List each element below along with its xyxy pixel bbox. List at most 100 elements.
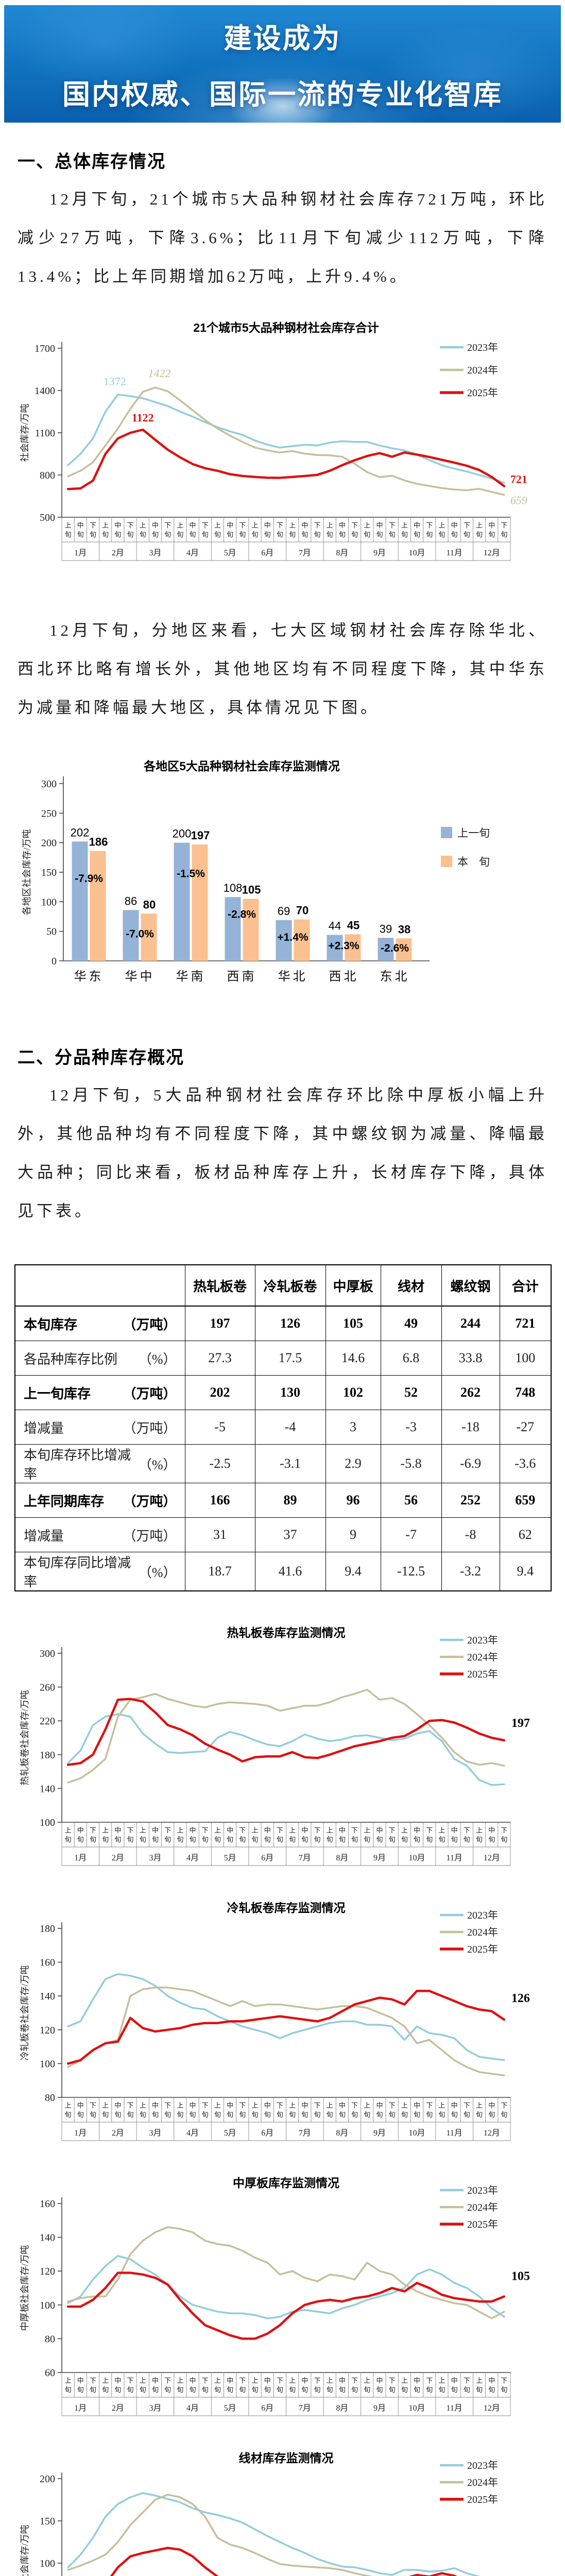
value-cell: 244 <box>441 1306 500 1341</box>
svg-text:2025年: 2025年 <box>467 387 498 399</box>
svg-text:中: 中 <box>264 2377 271 2384</box>
svg-text:上: 上 <box>476 2102 483 2109</box>
svg-text:下: 下 <box>351 521 358 529</box>
svg-text:旬: 旬 <box>488 2386 495 2394</box>
svg-text:150: 150 <box>41 867 57 878</box>
svg-text:旬: 旬 <box>190 2111 196 2119</box>
svg-text:50: 50 <box>46 926 57 938</box>
svg-text:旬: 旬 <box>476 1836 483 1843</box>
svg-text:105: 105 <box>242 884 261 896</box>
svg-text:旬: 旬 <box>202 2111 209 2119</box>
svg-text:4月: 4月 <box>186 2129 199 2138</box>
svg-text:旬: 旬 <box>488 2111 495 2119</box>
svg-text:旬: 旬 <box>501 531 507 538</box>
svg-text:旬: 旬 <box>327 2386 333 2394</box>
chart-hot-rolled-coil: 热轧板卷库存监测情况 100 140 180 220 260 300 热轧板卷社会库存/万吨 2… <box>20 1626 530 1866</box>
svg-text:中: 中 <box>227 521 233 529</box>
svg-text:下: 下 <box>164 1826 171 1834</box>
svg-text:中厚板社会库存/万吨: 中厚板社会库存/万吨 <box>20 2245 30 2331</box>
svg-text:旬: 旬 <box>227 531 233 538</box>
value-cell: 102 <box>325 1375 381 1410</box>
svg-text:下: 下 <box>239 1826 246 1834</box>
svg-text:旬: 旬 <box>488 531 495 538</box>
svg-text:上: 上 <box>177 521 183 529</box>
svg-text:11月: 11月 <box>446 2129 462 2138</box>
svg-text:旬: 旬 <box>264 1836 271 1843</box>
svg-text:-2.8%: -2.8% <box>228 909 256 921</box>
svg-text:140: 140 <box>40 1783 55 1794</box>
table-row: 增减量 （万吨） 31 37 9 -7 -8 62 <box>14 1517 552 1552</box>
svg-text:旬: 旬 <box>289 2111 296 2119</box>
svg-text:160: 160 <box>40 1957 55 1969</box>
svg-text:9月: 9月 <box>373 2129 386 2138</box>
row-label-cell: 本旬库存同比增减率 （%） <box>14 1552 185 1591</box>
svg-text:旬: 旬 <box>77 2111 84 2119</box>
svg-text:旬: 旬 <box>65 2111 72 2119</box>
svg-text:中: 中 <box>152 1826 159 1834</box>
svg-text:中: 中 <box>190 2377 196 2384</box>
svg-text:1400: 1400 <box>35 385 55 397</box>
value-cell: -5 <box>184 1410 255 1445</box>
svg-text:旬: 旬 <box>414 531 420 538</box>
svg-text:旬: 旬 <box>65 531 72 538</box>
svg-text:1月: 1月 <box>74 1854 87 1862</box>
svg-text:旬: 旬 <box>389 2111 396 2119</box>
svg-text:旬: 旬 <box>152 2111 159 2119</box>
row-label-cell: 增减量 （万吨） <box>14 1517 185 1552</box>
svg-text:旬: 旬 <box>464 2111 470 2119</box>
value-cell: 166 <box>184 1483 255 1518</box>
svg-text:7月: 7月 <box>299 2404 311 2413</box>
svg-text:下: 下 <box>314 1826 320 1834</box>
svg-text:9月: 9月 <box>373 1854 386 1862</box>
svg-text:中: 中 <box>301 1826 308 1834</box>
svg-text:-7.9%: -7.9% <box>75 873 103 885</box>
svg-text:旬: 旬 <box>376 531 383 538</box>
value-cell: 252 <box>441 1483 500 1518</box>
svg-text:中: 中 <box>190 2102 196 2109</box>
chart-total-inventory: 21个城市5大品种钢材社会库存合计 500 800 1100 1400 1700 社会库存/… <box>20 321 527 561</box>
svg-text:中: 中 <box>114 2377 121 2384</box>
svg-text:100: 100 <box>40 2058 55 2070</box>
svg-text:中: 中 <box>77 1826 84 1834</box>
svg-text:上: 上 <box>140 2102 146 2109</box>
svg-text:旬: 旬 <box>102 1836 109 1843</box>
chart-wire-rod: 线材库存监测情况050100150200线材社会库存/万吨2023年2024年2… <box>20 2451 498 2576</box>
svg-text:上: 上 <box>140 2377 146 2384</box>
svg-text:旬: 旬 <box>501 1836 507 1843</box>
svg-text:中: 中 <box>339 2102 346 2109</box>
svg-text:中: 中 <box>451 2102 458 2109</box>
svg-text:旬: 旬 <box>389 531 396 538</box>
table-header-row: 热轧板卷 冷轧板卷 中厚板 线材 螺纹钢 合计 <box>14 1264 552 1307</box>
svg-text:旬: 旬 <box>314 2386 320 2394</box>
svg-text:3月: 3月 <box>149 2404 161 2413</box>
svg-text:旬: 旬 <box>264 2111 271 2119</box>
svg-text:线材库存监测情况: 线材库存监测情况 <box>239 2451 334 2465</box>
svg-text:旬: 旬 <box>301 2386 308 2394</box>
svg-text:旬: 旬 <box>77 1836 84 1843</box>
svg-text:2025年: 2025年 <box>467 2494 498 2505</box>
svg-text:旬: 旬 <box>252 2111 259 2119</box>
value-cell: 52 <box>380 1375 442 1410</box>
inventory-table-body: 本旬库存 （万吨） 197 126 105 49 244 721 各品种库存比例 （%） 27.3 1… <box>14 1306 552 1591</box>
svg-text:250: 250 <box>41 808 57 819</box>
svg-text:8月: 8月 <box>336 549 348 557</box>
paragraph-variety-inventory: 12月下旬，5大品种钢材社会库存环比除中厚板小幅上升外，其他品种均有不同程度下降… <box>18 1086 547 1220</box>
svg-text:上: 上 <box>177 1826 183 1834</box>
svg-text:上: 上 <box>327 2102 333 2109</box>
svg-text:旬: 旬 <box>190 2386 196 2394</box>
value-cell: 105 <box>325 1306 381 1341</box>
svg-text:60: 60 <box>45 2367 55 2379</box>
svg-text:旬: 旬 <box>114 531 121 538</box>
svg-text:上: 上 <box>214 521 221 529</box>
value-cell: 659 <box>499 1483 552 1518</box>
svg-text:11月: 11月 <box>446 2404 462 2413</box>
svg-text:旬: 旬 <box>401 1836 408 1843</box>
svg-text:6月: 6月 <box>261 549 273 557</box>
svg-text:旬: 旬 <box>438 2111 445 2119</box>
svg-text:华北: 华北 <box>278 970 308 984</box>
table-header-cell: 线材 <box>380 1264 442 1307</box>
svg-text:旬: 旬 <box>376 2386 383 2394</box>
svg-text:旬: 旬 <box>339 2386 346 2394</box>
svg-text:旬: 旬 <box>214 1836 221 1843</box>
svg-text:旬: 旬 <box>289 2386 296 2394</box>
